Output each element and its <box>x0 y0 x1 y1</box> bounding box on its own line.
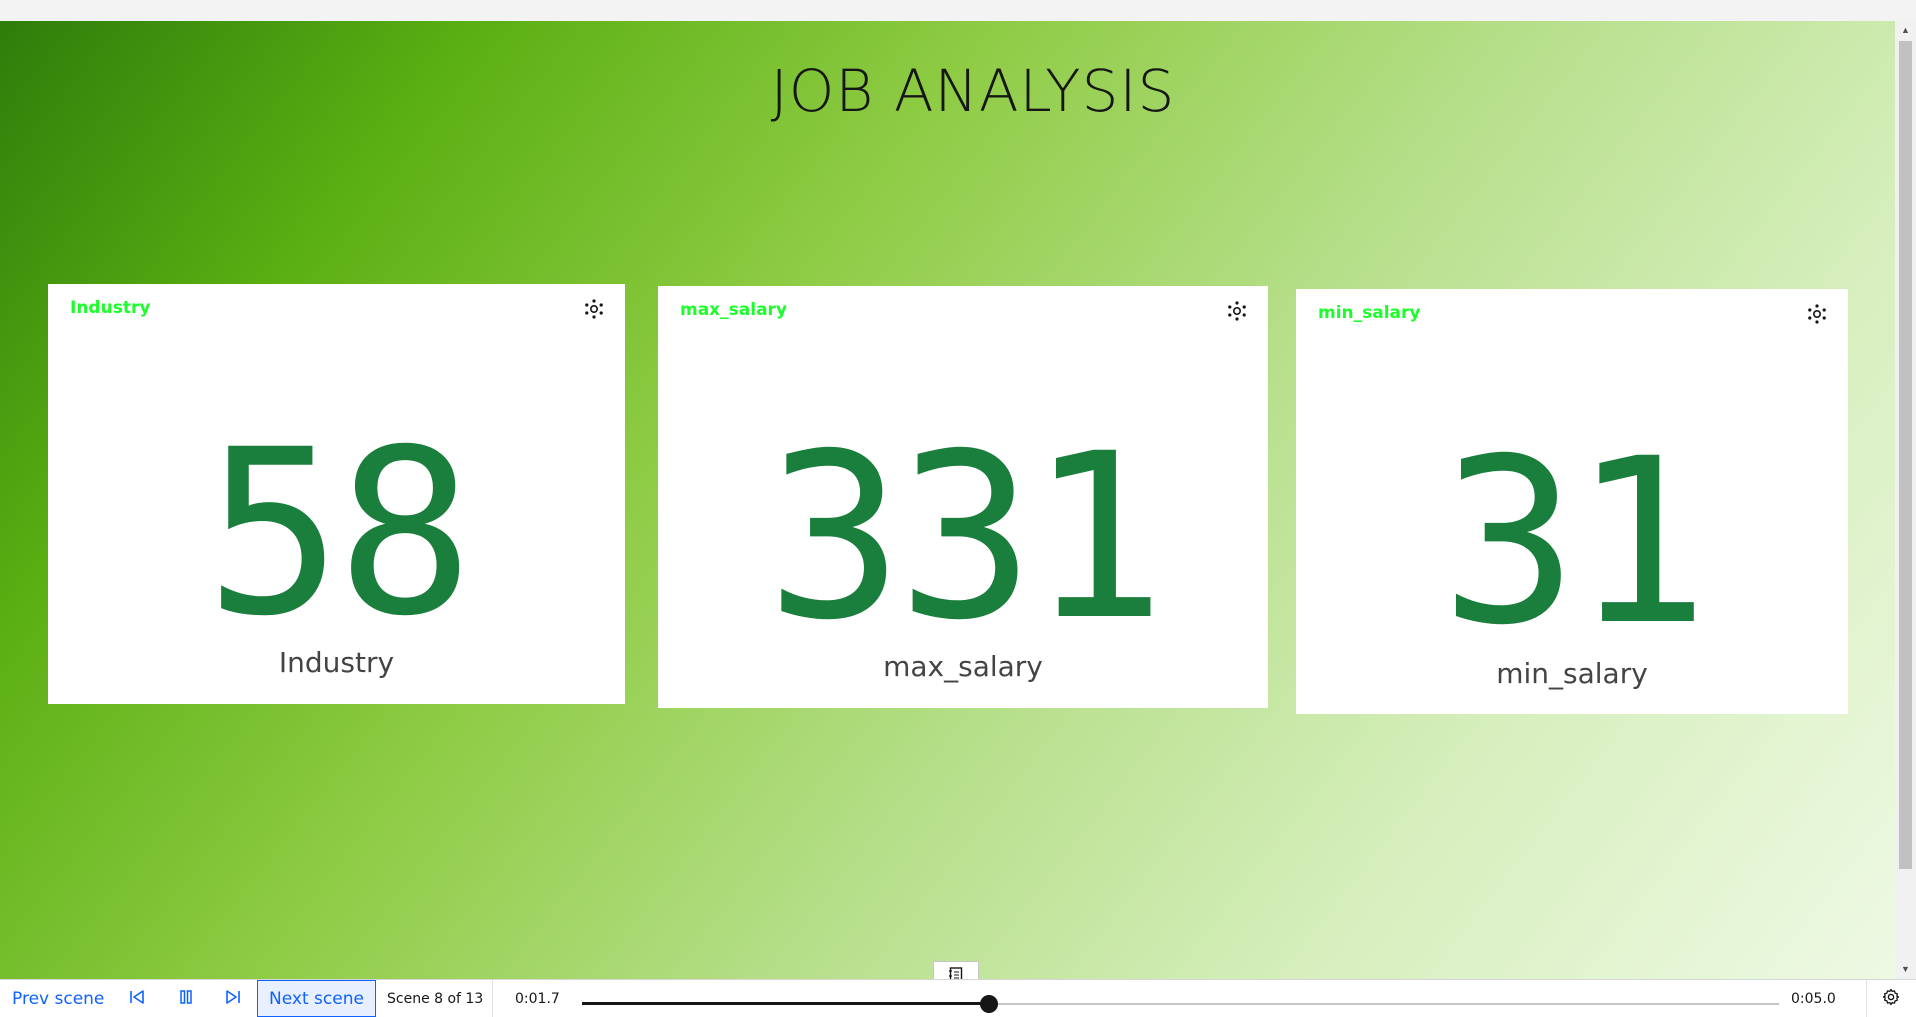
kpi-card-min-salary[interactable]: min_salary 31 min_salary <box>1296 289 1848 714</box>
notebook-icon <box>948 967 964 979</box>
scroll-up-arrow-icon[interactable]: ▲ <box>1901 25 1910 35</box>
kpi-label: max_salary <box>883 650 1043 683</box>
kpi-label: min_salary <box>1496 657 1648 690</box>
gear-icon <box>1882 988 1900 1010</box>
card-menu-icon[interactable] <box>1806 303 1828 325</box>
last-scene-button[interactable] <box>218 980 248 1017</box>
kpi-label: Industry <box>278 646 395 679</box>
notes-button[interactable] <box>933 961 979 979</box>
skip-back-icon <box>128 989 146 1009</box>
kpi-card-max-salary[interactable]: max_salary 331 max_salary <box>658 286 1268 708</box>
scene-counter: Scene 8 of 13 <box>387 991 484 1007</box>
player-bar: Prev scene Next scene Scene 8 of 13 0:01… <box>0 979 1916 1017</box>
prev-scene-button[interactable]: Prev scene <box>12 989 105 1009</box>
progress-knob[interactable] <box>979 995 998 1013</box>
browser-top-strip <box>0 0 1916 21</box>
kpi-card-industry[interactable]: Industry 58 Industry <box>48 284 625 704</box>
kpi-value: 331 <box>766 404 1166 670</box>
pause-button[interactable] <box>171 980 201 1017</box>
card-title: max_salary <box>680 300 788 320</box>
card-title: min_salary <box>1318 303 1421 323</box>
settings-button[interactable] <box>1876 980 1906 1017</box>
first-scene-button[interactable] <box>122 980 152 1017</box>
current-time: 0:01.7 <box>515 991 560 1007</box>
divider <box>1866 980 1867 1017</box>
card-title: Industry <box>70 298 151 318</box>
card-menu-icon[interactable] <box>1226 300 1248 322</box>
divider <box>492 980 493 1017</box>
card-menu-icon[interactable] <box>583 298 605 320</box>
end-time: 0:05.0 <box>1791 991 1836 1007</box>
next-scene-button[interactable]: Next scene <box>257 980 376 1017</box>
pause-icon <box>178 989 194 1009</box>
kpi-value: 58 <box>205 400 474 666</box>
scroll-thumb[interactable] <box>1899 41 1912 869</box>
progress-fill <box>582 1002 989 1005</box>
page-title: JOB ANALYSIS <box>770 57 1176 125</box>
dashboard-canvas: JOB ANALYSIS Industry 58 Industry max_sa… <box>0 21 1895 979</box>
kpi-value: 31 <box>1440 409 1710 675</box>
scroll-down-arrow-icon[interactable]: ▼ <box>1901 964 1910 974</box>
vertical-scrollbar[interactable]: ▲ ▼ <box>1895 21 1916 979</box>
skip-forward-icon <box>224 989 242 1009</box>
progress-slider[interactable] <box>582 995 1779 1013</box>
